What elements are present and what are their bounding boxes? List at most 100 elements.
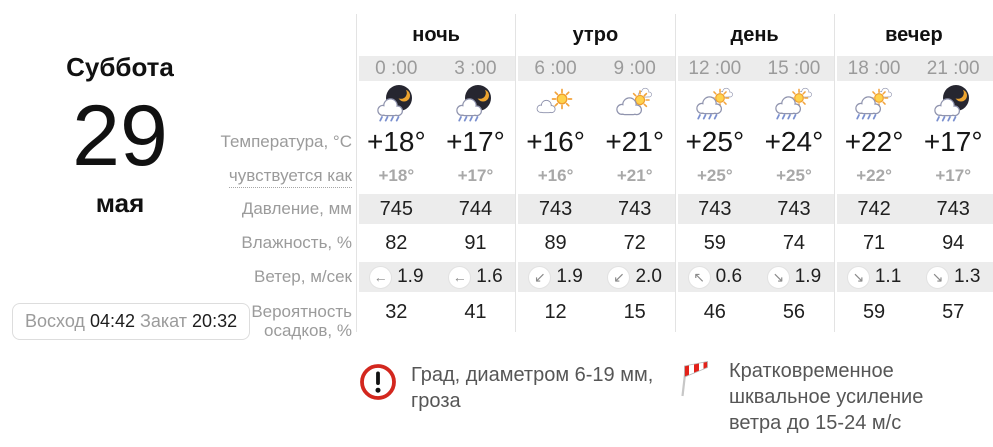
feels-like-value: +16° — [515, 158, 595, 194]
period-label: день — [674, 14, 834, 56]
humidity-value: 91 — [464, 231, 487, 254]
humidity-value: 72 — [623, 231, 646, 254]
wind-speed-value: 1.9 — [397, 266, 424, 287]
time-cell: 6 :00 — [515, 56, 595, 81]
pressure-value: 744 — [435, 194, 516, 224]
night-cloud-rain-icon — [931, 82, 975, 126]
feels-like-value: +21° — [616, 166, 653, 185]
wind-arrow-left-icon: ← — [448, 265, 472, 289]
pressure-value: 743 — [913, 194, 993, 224]
cloud-sun-icon — [613, 82, 657, 126]
feels-like-value: +17° — [935, 166, 971, 185]
alert-exclamation-icon — [358, 362, 398, 402]
wind-arrow-down-right-icon: ↘ — [846, 265, 870, 289]
feels-like-row-label[interactable]: чувствуется как — [228, 166, 352, 188]
temperature-value: +25° — [674, 126, 755, 158]
warning-squall: Кратковременное шквальное усиление ветра… — [676, 358, 944, 436]
time-cell: 18 :00 — [833, 56, 914, 81]
wind-speed-value: 2.0 — [635, 266, 662, 287]
night-cloud-rain-icon — [374, 82, 418, 126]
wind-arrow-down-right-icon: ↘ — [925, 265, 949, 289]
pressure-value: 743 — [594, 194, 675, 224]
sunrise-sunset-box: Восход 04:42 Закат 20:32 — [12, 303, 251, 340]
cloud-sun-rain-icon — [693, 82, 737, 126]
wind-speed-value: 1.1 — [874, 266, 902, 287]
precip-probability-value: 59 — [833, 292, 914, 332]
wind-arrow-down-left-icon: ↙ — [528, 265, 552, 289]
pressure-value: 745 — [356, 194, 436, 224]
temperature-value: +22° — [833, 126, 914, 158]
weather-icon-cell — [356, 81, 436, 126]
temperature-row-label: Температура, °C — [220, 132, 352, 151]
wind-cell: ↖ 0.6 — [674, 262, 755, 292]
precip-probability-value: 15 — [623, 300, 646, 323]
precip-probability-value: 57 — [942, 300, 965, 323]
warning-text: Кратковременное шквальное усиление ветра… — [729, 360, 924, 434]
row-labels-column: Температура, °C чувствуется как Давление… — [190, 0, 354, 447]
wind-speed-value: 1.9 — [556, 266, 583, 287]
humidity-value: 74 — [782, 231, 806, 254]
humidity-value: 71 — [833, 224, 914, 262]
weather-icon-cell — [833, 81, 914, 126]
temperature-value: +17° — [446, 126, 505, 157]
precip-probability-value: 32 — [356, 292, 436, 332]
wind-cell: ↘ 1.9 — [754, 262, 834, 292]
precip-row-label: Вероятность осадков, % — [251, 302, 352, 340]
weather-icon-cell — [595, 81, 675, 126]
cloud-sun-rain-icon — [772, 82, 816, 126]
sunrise-time: 04:42 — [89, 311, 135, 331]
precip-probability-value: 46 — [674, 292, 755, 332]
month-name: мая — [95, 188, 145, 218]
precip-probability-value: 41 — [464, 300, 487, 323]
precip-probability-value: 12 — [515, 292, 595, 332]
humidity-value: 89 — [515, 224, 595, 262]
weather-icon-cell — [436, 81, 516, 126]
period-label: утро — [515, 14, 674, 56]
feels-like-value: +18° — [356, 158, 436, 194]
weekday-title: Суббота — [66, 52, 174, 82]
wind-cell: ↘ 1.1 — [833, 262, 914, 292]
humidity-value: 82 — [356, 224, 436, 262]
wind-cell: ← 1.9 — [356, 262, 436, 292]
feels-like-value: +25° — [776, 166, 812, 185]
time-cell: 3 :00 — [435, 56, 516, 81]
time-cell: 15 :00 — [754, 56, 834, 81]
sun-cloud-icon — [534, 82, 578, 126]
weather-icon-cell — [674, 81, 755, 126]
pressure-value: 743 — [515, 194, 595, 224]
sunset-label: Закат — [140, 311, 188, 331]
period-label: ночь — [356, 14, 515, 56]
pressure-value: 742 — [833, 194, 914, 224]
wind-arrow-up-left-icon: ↖ — [687, 265, 711, 289]
weather-icon-cell — [515, 81, 595, 126]
sunset-time: 20:32 — [192, 311, 238, 331]
temperature-value: +16° — [515, 126, 595, 158]
precip-probability-value: 56 — [782, 300, 806, 323]
pressure-value: 743 — [754, 194, 834, 224]
warning-text: Град, диаметром 6-19 мм, гроза — [411, 364, 654, 412]
windsock-icon — [676, 358, 716, 398]
period-label: вечер — [833, 14, 993, 56]
feels-like-value: +22° — [833, 158, 914, 194]
wind-speed-value: 1.6 — [476, 266, 503, 287]
wind-cell: ↘ 1.3 — [913, 262, 993, 292]
humidity-value: 59 — [674, 224, 755, 262]
cloud-sun-rain-icon — [852, 82, 896, 126]
temperature-value: +18° — [356, 126, 436, 158]
time-cell: 0 :00 — [356, 56, 436, 81]
wind-arrow-left-icon: ← — [369, 265, 393, 289]
time-cell: 9 :00 — [594, 56, 675, 81]
weather-icon-cell — [913, 81, 993, 126]
day-number: 29 — [72, 88, 168, 184]
wind-speed-value: 1.3 — [953, 266, 981, 287]
wind-arrow-down-right-icon: ↘ — [766, 265, 790, 289]
weather-icon-cell — [754, 81, 834, 126]
feels-like-value: +17° — [457, 166, 494, 185]
wind-speed-value: 0.6 — [715, 266, 743, 287]
wind-row-label: Ветер, м/сек — [254, 267, 352, 286]
wind-speed-value: 1.9 — [794, 266, 822, 287]
forecast-table: ночь утро день вечер 0 :00 3 :00 6 :00 9 :00 12 … — [356, 14, 993, 332]
pressure-row-label: Давление, мм — [241, 199, 352, 218]
humidity-value: 94 — [942, 231, 965, 254]
